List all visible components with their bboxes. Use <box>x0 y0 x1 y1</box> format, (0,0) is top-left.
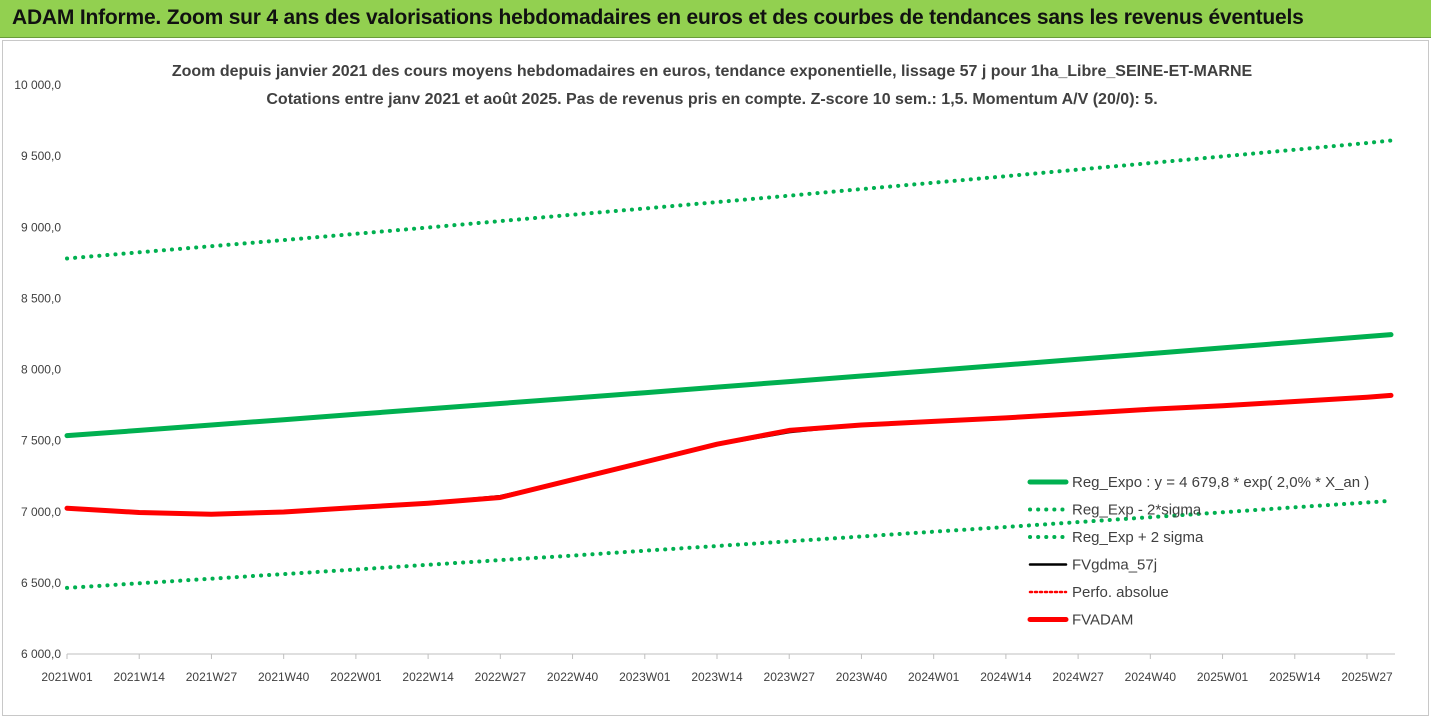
y-tick-label: 7 500,0 <box>21 434 61 448</box>
report-title: ADAM Informe. Zoom sur 4 ans des valoris… <box>12 6 1304 29</box>
x-tick-label: 2023W01 <box>619 670 671 684</box>
y-tick-label: 9 000,0 <box>21 220 61 234</box>
y-axis: 10 000,0 9 500,0 9 000,0 8 500,0 8 000,0 7 50… <box>14 78 61 661</box>
x-tick-label: 2021W27 <box>186 670 238 684</box>
x-tick-label: 2021W40 <box>258 670 310 684</box>
report-banner: ADAM Informe. Zoom sur 4 ans des valoris… <box>0 0 1431 38</box>
series-line-3 <box>65 138 1393 261</box>
series-line-2 <box>65 498 1393 590</box>
series-group <box>64 138 1394 590</box>
x-tick-label: 2021W14 <box>114 670 166 684</box>
chart-title: Zoom depuis janvier 2021 des cours moyen… <box>172 63 1253 80</box>
chart-frame <box>2 40 1429 716</box>
series-line-6 <box>64 392 1394 517</box>
x-tick-label: 2021W01 <box>41 670 93 684</box>
legend-label: FVADAM <box>1072 612 1133 629</box>
x-tick-label: 2024W27 <box>1052 670 1104 684</box>
y-tick-label: 9 500,0 <box>21 149 61 163</box>
y-tick-label: 6 500,0 <box>21 576 61 590</box>
legend: Reg_Expo : y = 4 679,8 * exp( 2,0% * X_a… <box>1027 474 1369 629</box>
y-tick-label: 8 500,0 <box>21 291 61 305</box>
x-tick-label: 2025W14 <box>1269 670 1321 684</box>
series-line-1 <box>64 332 1394 439</box>
y-tick-label: 7 000,0 <box>21 505 61 519</box>
x-tick-label: 2023W40 <box>836 670 888 684</box>
y-tick-label: 8 000,0 <box>21 363 61 377</box>
x-tick-label: 2024W40 <box>1125 670 1177 684</box>
x-tick-label: 2023W27 <box>764 670 816 684</box>
x-tick-label: 2024W01 <box>908 670 960 684</box>
x-tick-label: 2022W01 <box>330 670 382 684</box>
series-line-4 <box>65 394 1393 515</box>
y-tick-label: 10 000,0 <box>14 78 61 92</box>
chart-subtitle: Cotations entre janv 2021 et août 2025. … <box>266 91 1157 108</box>
y-tick-label: 6 000,0 <box>21 647 61 661</box>
legend-label: FVgdma_57j <box>1072 557 1157 574</box>
x-tick-label: 2023W14 <box>691 670 743 684</box>
x-tick-label: 2022W40 <box>547 670 599 684</box>
legend-label: Reg_Exp - 2*sigma <box>1072 502 1202 519</box>
x-tick-label: 2022W14 <box>402 670 454 684</box>
legend-label: Reg_Expo : y = 4 679,8 * exp( 2,0% * X_a… <box>1072 474 1369 491</box>
x-tick-label: 2024W14 <box>980 670 1032 684</box>
legend-label: Reg_Exp + 2 sigma <box>1072 529 1204 546</box>
x-axis: 2021W01 2021W14 2021W27 2021W40 2022W01 2022W… <box>41 654 1393 684</box>
legend-label: Perfo. absolue <box>1072 584 1169 601</box>
x-tick-label: 2025W01 <box>1197 670 1249 684</box>
x-tick-label: 2022W27 <box>475 670 527 684</box>
series-line-5 <box>65 394 1393 516</box>
x-tick-label: 2025W27 <box>1341 670 1393 684</box>
